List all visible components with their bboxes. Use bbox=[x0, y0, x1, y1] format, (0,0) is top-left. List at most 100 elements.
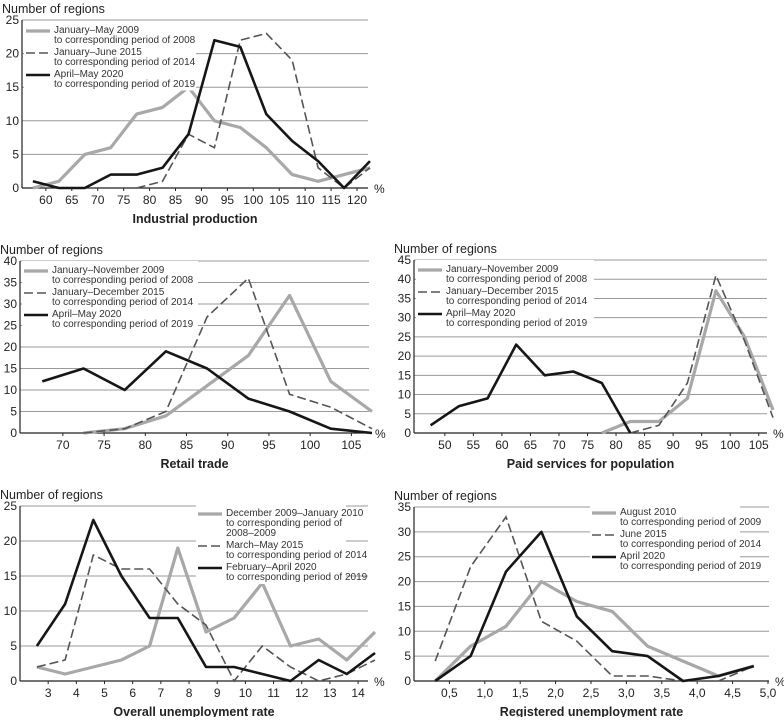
x-tick-label: 65 bbox=[65, 193, 79, 207]
x-tick-label: 4,5 bbox=[724, 686, 741, 700]
x-tick-label: 3 bbox=[45, 686, 52, 700]
y-tick-label: 15 bbox=[4, 569, 18, 583]
x-tick-label: 110 bbox=[296, 193, 315, 207]
x-tick-label: 80 bbox=[139, 438, 153, 452]
chart-panel-1: 0 5 10 15 20 25 30 35 40 70 75 80 85 90 95 100 105% Retai… bbox=[0, 243, 386, 471]
x-tick-label: 95 bbox=[262, 438, 276, 452]
x-tick-label: 100 bbox=[720, 438, 740, 452]
x-tick-label: 75 bbox=[117, 193, 131, 207]
x-tick-label: 95 bbox=[221, 193, 235, 207]
x-tick-label: 100 bbox=[300, 438, 320, 452]
x-tick-label: 100 bbox=[243, 193, 263, 207]
legend-label: to corresponding period of 2014 bbox=[52, 297, 194, 308]
y-tick-label: 10 bbox=[4, 383, 18, 397]
y-tick-label: 35 bbox=[398, 291, 412, 305]
legend-label: to corresponding period of 2019 bbox=[446, 318, 588, 329]
legend-label: to corresponding period of 2014 bbox=[446, 296, 588, 307]
y-tick-label: 10 bbox=[398, 388, 412, 402]
chart-panel-4: 0 5 10 15 20 25 30 35 0,5 1,0 1,5 2,0 2,5 3,0 3,5 4,0 4,… bbox=[394, 489, 784, 719]
x-tick-label: 9 bbox=[214, 686, 221, 700]
chart-panel-3: 0 5 10 15 20 25 3 4 5 6 7 8 9 10 11 12 13 14% Overall unem… bbox=[0, 488, 385, 719]
x-tick-label: 105 bbox=[269, 193, 289, 207]
legend-label: to corresponding period of 2009 bbox=[620, 517, 762, 528]
y-tick-label: 25 bbox=[6, 13, 20, 27]
x-tick-label: 8 bbox=[186, 686, 193, 700]
x-axis-title: Retail trade bbox=[160, 457, 228, 471]
y-tick-label: 25 bbox=[398, 550, 412, 564]
x-tick-label: 120 bbox=[347, 193, 367, 207]
series-line-dashed bbox=[434, 515, 755, 682]
legend-label: April–May 2020 bbox=[52, 309, 122, 320]
y-tick-label: 25 bbox=[4, 319, 18, 333]
x-tick-label: 85 bbox=[169, 193, 183, 207]
y-tick-label: 30 bbox=[398, 525, 412, 539]
series-line-black bbox=[32, 38, 371, 190]
y-axis-title: Number of regions bbox=[0, 243, 103, 257]
y-tick-label: 15 bbox=[398, 368, 412, 382]
legend-label: April–May 2020 bbox=[446, 308, 516, 319]
legend-label: January–November 2009 bbox=[52, 265, 165, 276]
legend-label: to corresponding period of 2014 bbox=[54, 57, 196, 68]
chart-panel-2: 0 5 10 15 20 25 30 35 40 45 50 55 60 65 70 75 80 85 90 95 10… bbox=[394, 242, 784, 471]
x-tick-label: 11 bbox=[267, 686, 280, 700]
series-line-dashed bbox=[83, 276, 373, 434]
x-tick-label: 75 bbox=[581, 438, 595, 452]
y-tick-label: 20 bbox=[398, 349, 412, 363]
x-tick-label: 6 bbox=[129, 686, 136, 700]
y-tick-label: 0 bbox=[10, 426, 17, 440]
y-tick-label: 15 bbox=[4, 362, 18, 376]
x-tick-label: 13 bbox=[323, 686, 337, 700]
data-point bbox=[291, 59, 293, 61]
x-tick-label: 3,5 bbox=[653, 686, 670, 700]
data-point bbox=[611, 675, 613, 677]
y-tick-label: 15 bbox=[398, 599, 412, 613]
y-tick-label: 0 bbox=[404, 674, 411, 688]
x-unit-label: % bbox=[775, 675, 784, 689]
data-point bbox=[247, 277, 249, 279]
series-line-gray bbox=[83, 293, 373, 435]
series-line-black bbox=[35, 518, 376, 683]
y-tick-label: 20 bbox=[4, 340, 18, 354]
legend-label: January–November 2009 bbox=[446, 264, 559, 275]
y-tick-label: 20 bbox=[4, 534, 18, 548]
y-tick-label: 10 bbox=[398, 624, 412, 638]
series-line-dashed bbox=[630, 272, 774, 434]
x-tick-label: 85 bbox=[638, 438, 652, 452]
x-tick-label: 70 bbox=[56, 438, 70, 452]
y-tick-label: 0 bbox=[404, 426, 411, 440]
series-line-gray bbox=[434, 579, 755, 683]
y-tick-label: 5 bbox=[10, 639, 17, 653]
y-tick-label: 35 bbox=[398, 500, 412, 514]
x-tick-label: 115 bbox=[322, 193, 341, 207]
x-axis-title: Registered unemployment rate bbox=[500, 705, 683, 717]
x-tick-label: 1,0 bbox=[476, 686, 493, 700]
x-axis-title: Paid services for population bbox=[507, 457, 674, 471]
y-tick-label: 20 bbox=[398, 575, 412, 589]
y-tick-label: 40 bbox=[398, 272, 412, 286]
legend-label: March–May 2015 bbox=[226, 540, 304, 551]
y-tick-label: 10 bbox=[4, 604, 18, 618]
x-unit-label: % bbox=[374, 182, 385, 196]
legend-label: January–May 2009 bbox=[54, 25, 139, 36]
y-tick-label: 30 bbox=[398, 311, 412, 325]
y-tick-label: 45 bbox=[398, 253, 412, 267]
legend-label: to corresponding period of 2019 bbox=[52, 319, 194, 330]
series-line-dashed bbox=[136, 32, 371, 190]
x-tick-label: 105 bbox=[341, 438, 361, 452]
series-line-black bbox=[41, 349, 373, 435]
legend-background bbox=[196, 504, 346, 584]
series-line-black bbox=[429, 343, 632, 434]
y-tick-label: 0 bbox=[12, 181, 19, 195]
legend-background bbox=[24, 21, 196, 91]
legend-label: to corresponding period of 2008 bbox=[52, 275, 194, 286]
legend-label: January–June 2015 bbox=[54, 47, 142, 58]
x-tick-label: 60 bbox=[495, 438, 509, 452]
x-tick-label: 2,0 bbox=[547, 686, 564, 700]
x-tick-label: 70 bbox=[552, 438, 566, 452]
y-axis-title: Number of regions bbox=[394, 242, 497, 256]
legend-label: December 2009–January 2010 bbox=[226, 508, 364, 519]
legend-label: to corresponding period of bbox=[226, 518, 342, 529]
